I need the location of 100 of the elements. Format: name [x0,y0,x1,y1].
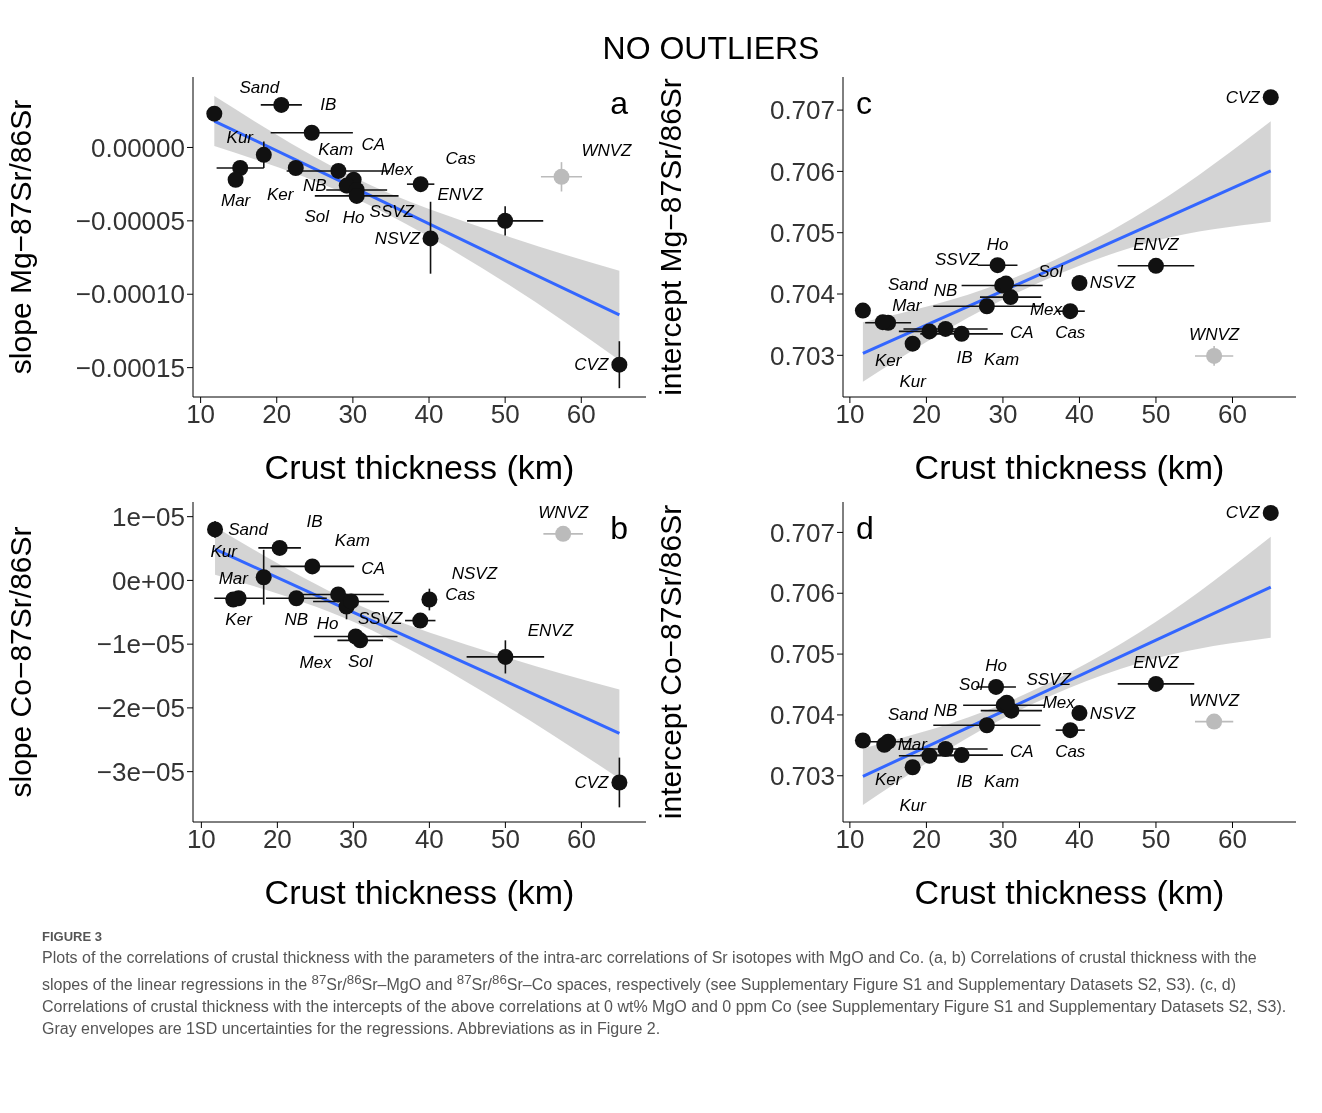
annotation: NB [933,701,958,721]
x-tick-label: 10 [835,824,865,855]
x-tick-label: 60 [566,824,596,855]
annotation: Cas [445,148,477,168]
annotation: IB [956,347,973,367]
y-tick-label: 0.704 [769,700,835,731]
annotation: d [856,510,874,547]
y-tick-label: 0.707 [769,95,835,126]
y-tick-label: −0.00015 [75,352,185,383]
annotation: Mex [1042,693,1076,713]
x-tick-label: 40 [414,824,444,855]
y-tick-label: −2e−05 [96,693,185,724]
x-tick-label: 50 [1141,824,1171,855]
x-tick-label: 30 [988,399,1018,430]
y-tick-label: 0.704 [769,279,835,310]
annotation: Sand [228,519,269,539]
annotation: Kur [899,372,928,392]
x-tick-label: 50 [1141,399,1171,430]
annotation: Mar [218,569,250,589]
x-axis-title: Crust thickness (km) [914,873,1225,911]
annotation: CVZ [1225,503,1261,523]
annotation: Mar [892,295,923,315]
x-tick-label: 50 [490,824,520,855]
annotation: Kam [318,140,354,160]
x-axis-title: Crust thickness (km) [264,873,575,911]
annotation: Kam [984,350,1020,370]
annotation: Ho [316,614,339,634]
y-axis-title: slope Mg−87Sr/86Sr [3,99,37,375]
annotation: CVZ [1225,87,1261,107]
x-tick-label: 40 [414,399,444,430]
annotation: Sand [888,275,929,295]
x-tick-label: 50 [490,399,520,430]
y-axis-title: intercept Mg−87Sr/86Sr [653,78,687,396]
x-tick-label: 30 [338,824,368,855]
annotation: CVZ [574,355,609,375]
annotation: WNVZ [581,141,633,161]
y-tick-label: 0.707 [769,517,835,548]
annotation: Ker [874,770,903,790]
y-tick-label: −0.00005 [75,206,185,237]
annotation: CA [1010,322,1034,342]
annotation: Ho [986,234,1009,254]
annotation: NSVZ [374,228,421,248]
annotation: NSVZ [1089,273,1136,293]
y-tick-label: 1e−05 [111,501,185,532]
annotation: Ho [985,656,1007,676]
y-axis-title: intercept Co−87Sr/86Sr [653,504,687,820]
annotation: Mex [299,653,333,672]
annotation: ENVZ [527,621,574,641]
annotation: Mar [220,191,252,211]
y-tick-label: 0.706 [769,156,835,187]
x-tick-label: 10 [835,399,865,430]
annotation: CVZ [574,772,610,792]
annotation: Kam [334,530,370,550]
y-tick-label: 0e+00 [111,565,185,596]
annotation: CA [1010,741,1034,761]
annotation: ENVZ [437,185,484,205]
x-axis-title: Crust thickness (km) [264,448,575,486]
annotation: IB [956,772,973,792]
annotation: Sol [347,651,374,671]
annotation: ENVZ [1133,653,1180,673]
annotation: Cas [1055,322,1086,342]
annotation: Cas [445,585,476,605]
text: Plots of the correlations of crustal thickness with the parameters of the intra-arc correlations of Sr isotopes with MgO and Co. (a, b) Correlations of crustal thickness with the slopes of the linear regressions in the $^{87}$Sr/$^{86}$Sr–MgO and $^{87}$Sr/$^{86}$Sr–Co spaces, respectively (see Supplementary Figure S1 and Supplementary Datasets S2, S3). (c, d) Correlations of crustal thickness with the intercepts of the above correlations at 0 wt% MgO and 0 ppm Co (see Supplementary Figure S1 and Supplementary Datasets S2, S3). Gray envelopes are 1SD uncertainties for the regressions. Abbreviations as in Figure 2. [42,949,1287,1038]
y-tick-label: 0.705 [769,639,835,670]
annotation: IB [320,95,337,115]
x-tick-label: 20 [911,824,941,855]
annotation: NSVZ [1089,703,1136,723]
annotation: Mex [1029,300,1063,320]
x-tick-label: 40 [1064,399,1094,430]
annotation: WNVZ [538,503,589,523]
annotation: ENVZ [1133,235,1180,255]
x-tick-label: 60 [566,399,596,430]
y-tick-label: 0.705 [769,217,835,248]
annotation: Mex [380,160,414,180]
x-tick-label: 10 [186,824,216,855]
x-tick-label: 60 [1218,399,1247,430]
annotation: CA [361,558,385,578]
annotation: WNVZ [1189,325,1240,345]
annotation: CA [361,135,386,155]
annotation: Sand [888,704,929,724]
y-axis-title: slope Co−87Sr/86Sr [3,526,37,798]
x-tick-label: 10 [186,399,216,430]
x-tick-label: 20 [262,399,292,430]
y-tick-label: 0.703 [769,340,835,371]
annotation: NB [302,175,327,195]
annotation: Ker [874,351,903,371]
annotation: NB [284,609,309,629]
y-tick-label: 0.00000 [91,132,185,163]
annotation: IB [306,512,323,532]
annotation: NSVZ [451,564,498,584]
x-tick-label: 30 [988,824,1018,855]
y-tick-label: 0.706 [769,578,835,609]
annotation: Ker [266,184,295,204]
annotation: a [610,85,628,122]
x-tick-label: 60 [1218,824,1247,855]
annotation: Sol [304,206,331,226]
annotation: Ker [225,609,254,629]
annotation: Ho [342,208,365,228]
annotation: Kam [984,771,1020,791]
annotation: SSVZ [934,249,980,269]
